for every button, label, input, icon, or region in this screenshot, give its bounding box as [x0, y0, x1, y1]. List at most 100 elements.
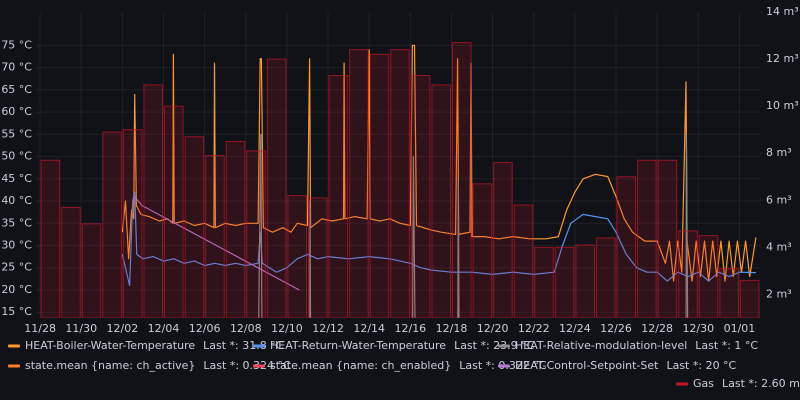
y-tick-label: 20 °C — [1, 283, 32, 296]
y2-tick-label: 8 m³ — [766, 146, 792, 159]
x-tick-label: 12/20 — [477, 322, 509, 335]
y2-tick-label: 12 m³ — [766, 52, 799, 65]
plot-area — [40, 42, 760, 318]
y-tick-label: 45 °C — [1, 172, 32, 185]
y-tick-label: 30 °C — [1, 239, 32, 252]
bar — [739, 279, 760, 318]
legend-swatch — [8, 364, 20, 368]
bar — [554, 246, 575, 318]
y-tick-label: 35 °C — [1, 216, 32, 229]
bar — [246, 150, 266, 318]
bar — [616, 176, 637, 318]
x-tick-label: 12/18 — [436, 322, 468, 335]
x-tick-label: 12/10 — [271, 322, 303, 335]
y-tick-label: 70 °C — [1, 61, 32, 74]
bar — [81, 223, 102, 318]
legend-label: HEAT-Boiler-Water-Temperature — [25, 339, 195, 352]
x-tick-label: 12/02 — [107, 322, 139, 335]
bar — [164, 105, 184, 318]
legend-swatch — [498, 344, 510, 348]
bar — [472, 183, 493, 318]
x-tick-label: 12/24 — [559, 322, 591, 335]
legend-label: HEAT-Control-Setpoint-Set — [515, 359, 659, 372]
bar — [390, 49, 410, 318]
legend-swatch — [498, 364, 510, 368]
legend-value: Last *: 23.9 °C — [454, 339, 535, 352]
series-line — [258, 133, 689, 318]
bar — [308, 197, 328, 318]
bar — [328, 75, 349, 318]
bar — [205, 155, 225, 318]
bar — [431, 84, 451, 318]
y-tick-label: 25 °C — [1, 261, 32, 274]
bar — [637, 159, 657, 318]
x-tick-label: 11/28 — [24, 322, 56, 335]
legend-label: HEAT-Return-Water-Temperature — [270, 339, 446, 352]
y2-tick-label: 2 m³ — [766, 287, 792, 300]
bar — [595, 237, 616, 318]
bar — [575, 244, 595, 318]
y-tick-label: 40 °C — [1, 194, 32, 207]
legend-value: Last *: 0.324 °C — [203, 359, 291, 372]
legend: HEAT-Boiler-Water-Temperature Last *: 31.… — [8, 339, 800, 390]
axes: 15 °C 20 °C 25 °C 30 °C 35 °C 40 °C 45 °C 50 °C… — [1, 5, 798, 335]
bar — [534, 246, 554, 318]
bar — [122, 129, 143, 318]
legend-swatch — [253, 344, 265, 348]
y2-tick-label: 4 m³ — [766, 240, 792, 253]
legend-label: state.mean {name: ch_active} — [25, 359, 195, 372]
y-tick-label: 60 °C — [1, 105, 32, 118]
x-tick-label: 12/14 — [353, 322, 385, 335]
grid — [36, 12, 760, 318]
bar — [266, 58, 287, 318]
bar — [225, 140, 246, 318]
bar — [698, 235, 719, 318]
bar — [184, 136, 205, 318]
y2-tick-label: 14 m³ — [766, 5, 799, 18]
x-tick-label: 12/08 — [230, 322, 262, 335]
legend-swatch — [676, 382, 688, 386]
bar — [719, 268, 739, 318]
y-tick-label: 50 °C — [1, 150, 32, 163]
bar — [102, 131, 122, 318]
legend-label: HEAT-Relative-modulation-level — [515, 339, 687, 352]
bar — [40, 159, 61, 318]
y-tick-label: 55 °C — [1, 127, 32, 140]
bar — [657, 159, 678, 318]
x-tick-label: 12/26 — [600, 322, 632, 335]
bar — [513, 204, 534, 318]
legend-swatch — [253, 364, 265, 368]
bar — [451, 42, 472, 318]
y-tick-label: 15 °C — [1, 305, 32, 318]
legend-label: state.mean {name: ch_enabled} — [270, 359, 451, 372]
x-tick-label: 12/30 — [682, 322, 714, 335]
bar — [410, 75, 431, 318]
series-line — [121, 191, 756, 287]
bar — [678, 230, 698, 318]
bar — [287, 195, 308, 318]
legend-value: Last *: 31.8 °C — [203, 339, 284, 352]
x-tick-label: 12/28 — [641, 322, 673, 335]
x-tick-label: 01/01 — [724, 322, 756, 335]
legend-swatch — [8, 344, 20, 348]
bar — [143, 84, 164, 318]
x-tick-label: 12/22 — [518, 322, 550, 335]
x-tick-label: 12/06 — [189, 322, 221, 335]
y-tick-label: 75 °C — [1, 38, 32, 51]
bar — [349, 49, 369, 318]
y2-tick-label: 6 m³ — [766, 193, 792, 206]
y2-tick-label: 10 m³ — [766, 99, 799, 112]
legend-value: Last *: 20 °C — [666, 359, 736, 372]
x-tick-label: 12/16 — [394, 322, 426, 335]
x-tick-label: 12/04 — [148, 322, 180, 335]
bar — [61, 206, 81, 318]
legend-label: Gas — [693, 377, 714, 390]
x-tick-label: 12/12 — [312, 322, 344, 335]
legend-value: Last *: 1 °C — [695, 339, 758, 352]
x-tick-label: 11/30 — [65, 322, 97, 335]
bar — [493, 162, 513, 318]
bar — [369, 53, 390, 318]
y-tick-label: 65 °C — [1, 83, 32, 96]
